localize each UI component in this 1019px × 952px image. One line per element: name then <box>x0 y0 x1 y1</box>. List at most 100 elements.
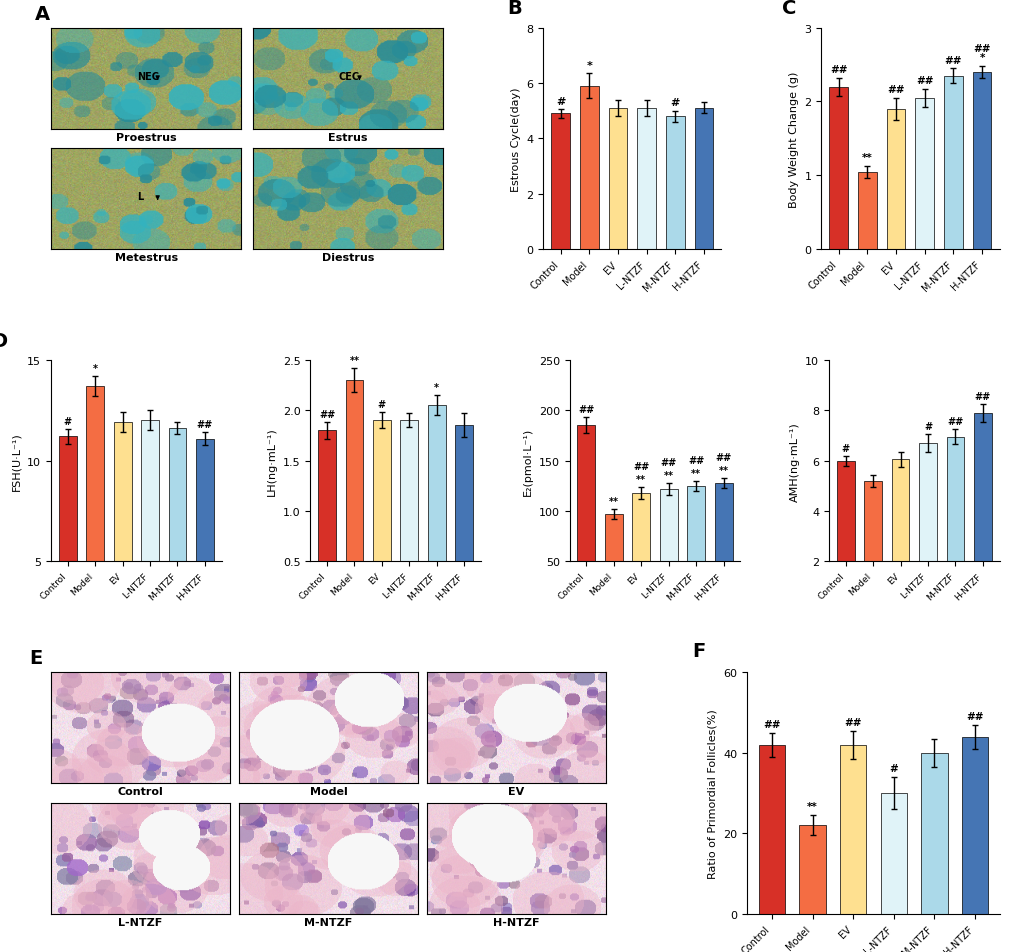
Text: #: # <box>669 98 680 109</box>
Text: ##: ## <box>844 717 861 726</box>
X-axis label: Estrus: Estrus <box>328 133 368 143</box>
Text: **: ** <box>806 802 817 811</box>
X-axis label: Diestrus: Diestrus <box>322 252 374 263</box>
X-axis label: Metestrus: Metestrus <box>114 252 177 263</box>
Text: ##: ## <box>319 410 335 420</box>
Bar <box>944 76 962 250</box>
Y-axis label: FSH(U·L⁻¹): FSH(U·L⁻¹) <box>11 432 21 490</box>
Bar <box>665 117 684 250</box>
Bar <box>318 431 335 612</box>
Text: #: # <box>889 764 898 773</box>
Text: **: ** <box>861 153 872 163</box>
Text: ##: ## <box>197 420 213 430</box>
X-axis label: Control: Control <box>117 786 163 796</box>
X-axis label: Model: Model <box>310 786 347 796</box>
Bar <box>428 406 445 612</box>
Y-axis label: E₂(pmol·L⁻¹): E₂(pmol·L⁻¹) <box>523 427 533 495</box>
Bar <box>714 484 732 612</box>
Bar <box>345 381 363 612</box>
Bar <box>839 744 865 914</box>
Bar <box>886 109 905 250</box>
Text: F: F <box>691 642 704 661</box>
Text: *: * <box>434 383 439 393</box>
Text: *: * <box>586 61 592 70</box>
Bar <box>863 482 881 612</box>
Text: ##: ## <box>714 452 731 462</box>
Bar <box>915 99 933 250</box>
Bar <box>961 737 987 914</box>
Bar <box>920 753 947 914</box>
Text: #: # <box>377 400 385 410</box>
Bar <box>836 461 854 612</box>
Text: **: ** <box>350 356 359 366</box>
Text: ##: ## <box>974 391 990 402</box>
Text: A: A <box>36 5 50 24</box>
Bar <box>59 437 76 663</box>
Bar <box>891 460 909 612</box>
Bar <box>758 744 785 914</box>
Bar <box>454 426 473 612</box>
Text: ##: ## <box>660 457 677 467</box>
X-axis label: H-NTZF: H-NTZF <box>493 917 539 926</box>
Text: *: * <box>978 53 984 63</box>
Text: **: ** <box>608 496 619 506</box>
Bar <box>857 172 876 250</box>
Text: **: ** <box>691 468 700 478</box>
X-axis label: M-NTZF: M-NTZF <box>304 917 353 926</box>
Text: ##: ## <box>944 55 961 66</box>
Text: ##: ## <box>972 44 989 53</box>
Bar <box>879 793 906 914</box>
Bar <box>577 426 595 612</box>
Text: ##: ## <box>578 405 594 415</box>
X-axis label: L-NTZF: L-NTZF <box>118 917 162 926</box>
Bar <box>799 825 825 914</box>
Y-axis label: AMH(ng·mL⁻¹): AMH(ng·mL⁻¹) <box>789 422 799 501</box>
Y-axis label: Ratio of Primordial Follicles(%): Ratio of Primordial Follicles(%) <box>707 708 717 878</box>
Text: ##: ## <box>915 76 932 86</box>
Y-axis label: LH(ng·mL⁻¹): LH(ng·mL⁻¹) <box>267 426 277 496</box>
Text: **: ** <box>718 466 728 475</box>
Y-axis label: Body Weight Change (g): Body Weight Change (g) <box>788 71 798 208</box>
Bar <box>973 413 990 612</box>
Text: ##: ## <box>965 711 982 721</box>
Bar <box>141 421 159 663</box>
Text: **: ** <box>663 470 673 481</box>
X-axis label: Proestrus: Proestrus <box>116 133 176 143</box>
Bar <box>632 493 649 612</box>
X-axis label: EV: EV <box>507 786 524 796</box>
Text: CEC: CEC <box>338 72 360 82</box>
Text: NEC: NEC <box>137 72 159 82</box>
Y-axis label: Estrous Cycle(day): Estrous Cycle(day) <box>511 87 521 191</box>
Bar <box>373 421 390 612</box>
Bar <box>659 489 677 612</box>
Text: B: B <box>507 0 522 17</box>
Text: ##: ## <box>887 85 904 95</box>
Text: ##: ## <box>633 462 649 471</box>
Bar <box>687 486 704 612</box>
Bar <box>608 109 627 250</box>
Text: ##: ## <box>762 719 780 729</box>
Bar <box>87 387 104 663</box>
Bar <box>168 429 186 663</box>
Text: C: C <box>782 0 796 17</box>
Text: ##: ## <box>688 455 703 466</box>
Text: E: E <box>29 648 42 667</box>
Bar <box>828 88 847 250</box>
Bar <box>972 73 990 250</box>
Text: #: # <box>63 417 71 426</box>
Bar <box>550 114 570 250</box>
Text: #: # <box>841 443 849 453</box>
Text: **: ** <box>636 474 646 485</box>
Text: #: # <box>923 422 931 432</box>
Bar <box>196 439 214 663</box>
Text: D: D <box>0 331 7 350</box>
Text: *: * <box>93 364 98 373</box>
Bar <box>918 444 936 612</box>
Bar <box>637 109 655 250</box>
Bar <box>400 421 418 612</box>
Bar <box>946 437 963 612</box>
Bar <box>694 109 712 250</box>
Bar <box>113 423 131 663</box>
Text: L: L <box>137 192 143 202</box>
Text: ##: ## <box>947 417 963 426</box>
